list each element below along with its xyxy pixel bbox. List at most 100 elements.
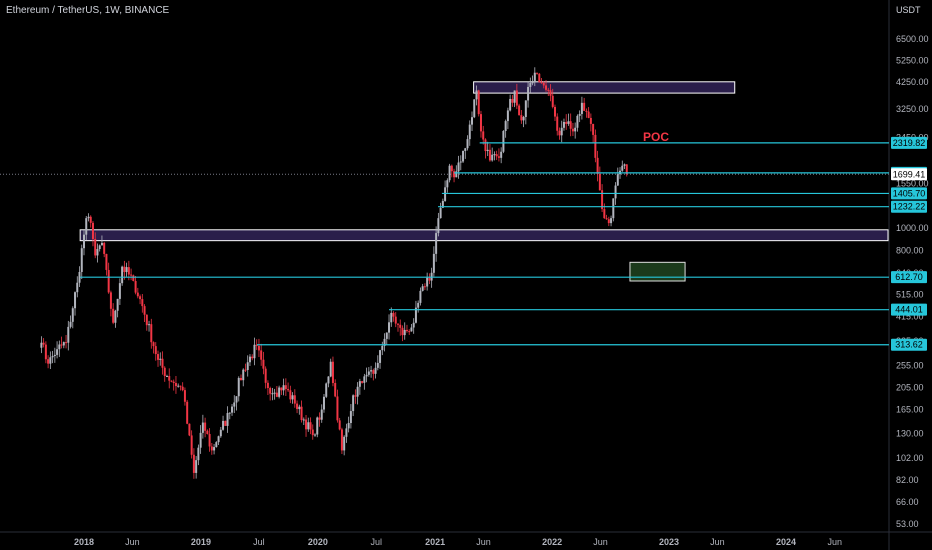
candle-body: [522, 116, 525, 121]
candle-body: [47, 359, 50, 364]
candle-body: [69, 321, 72, 327]
candle-body: [208, 433, 211, 447]
y-tick-label: 415.00: [896, 311, 924, 321]
candle-body: [298, 406, 301, 410]
candle-body: [210, 446, 213, 451]
candle-body: [318, 417, 321, 420]
candle-body: [74, 292, 77, 309]
candle-body: [545, 85, 548, 90]
candle-body: [246, 362, 249, 370]
candle-body: [414, 307, 417, 323]
candle-body: [266, 382, 269, 389]
candle-body: [65, 342, 68, 344]
candle-body: [300, 406, 303, 421]
candle-body: [356, 386, 359, 397]
candle-body: [181, 386, 184, 391]
candle-body: [338, 420, 341, 430]
candle-body: [428, 277, 431, 281]
x-tick-label: 2021: [425, 537, 445, 547]
candle-body: [513, 90, 516, 103]
candle-body: [289, 390, 292, 400]
zone-demand: [79, 229, 889, 242]
candle-body: [455, 171, 458, 178]
candle-body: [343, 436, 346, 451]
candle-body: [103, 242, 106, 254]
candle-body: [542, 82, 545, 86]
candle-body: [417, 302, 420, 308]
candle-body: [390, 312, 393, 323]
candle-body: [399, 324, 402, 328]
candle-body: [612, 198, 615, 219]
svg-text:1232.22: 1232.22: [893, 202, 926, 212]
candle-body: [432, 253, 435, 273]
candle-body: [471, 117, 474, 125]
candle-body: [484, 139, 487, 152]
candle-body: [235, 396, 238, 403]
candle-body: [583, 102, 586, 111]
candle-body: [408, 331, 411, 333]
price-unit: USDT: [896, 5, 921, 15]
candle-body: [62, 342, 65, 346]
candle-body: [152, 342, 155, 347]
candle-body: [349, 411, 352, 424]
candle-body: [217, 436, 220, 443]
candle-body: [536, 72, 539, 74]
candle-body: [578, 113, 581, 116]
candle-body: [186, 401, 189, 424]
candle-body: [105, 253, 108, 270]
candle-body: [170, 380, 173, 382]
candle-body: [197, 447, 200, 461]
candle-body: [509, 98, 512, 111]
candle-body: [177, 385, 180, 387]
candle-body: [248, 356, 251, 363]
candle-body: [327, 376, 330, 384]
x-tick-label: 2020: [308, 537, 328, 547]
chart-title: Ethereum / TetherUS, 1W, BINANCE: [6, 5, 170, 16]
candle-body: [435, 233, 438, 254]
svg-text:1699.41: 1699.41: [893, 169, 926, 179]
candle-body: [100, 242, 103, 246]
candle-body: [426, 277, 429, 287]
candle-body: [370, 370, 373, 372]
candle-body: [565, 121, 568, 124]
zone-target: [629, 261, 686, 282]
candle-body: [616, 174, 619, 186]
candle-body: [383, 338, 386, 346]
y-tick-label: 165.00: [896, 405, 924, 415]
candle-body: [605, 218, 608, 220]
candle-body: [506, 110, 509, 122]
candle-body: [78, 271, 81, 283]
candle-body: [336, 396, 339, 421]
candle-body: [504, 121, 507, 131]
candle-body: [226, 413, 229, 426]
candle-body: [551, 95, 554, 107]
candle-body: [154, 346, 157, 355]
candle-body: [195, 460, 198, 473]
candle-body: [592, 123, 595, 135]
candle-body: [473, 99, 476, 118]
candle-body: [224, 420, 227, 426]
candle-body: [388, 322, 391, 333]
candle-body: [396, 323, 399, 325]
candle-body: [67, 326, 70, 343]
candle-body: [376, 362, 379, 368]
candle-body: [372, 370, 375, 374]
candle-body: [302, 419, 305, 421]
candle-body: [412, 322, 415, 328]
candle-body: [127, 267, 130, 275]
y-tick-label: 102.00: [896, 453, 924, 463]
candle-body: [123, 266, 126, 273]
candle-body: [493, 154, 496, 156]
candle-body: [502, 130, 505, 152]
svg-text:313.62: 313.62: [895, 340, 923, 350]
candle-body: [222, 420, 225, 430]
x-tick-label: Jun: [827, 537, 842, 547]
candle-body: [278, 387, 281, 397]
candle-body: [116, 298, 119, 311]
candle-body: [374, 367, 377, 374]
candles: [40, 67, 628, 479]
candle-body: [385, 332, 388, 339]
candle-body: [311, 429, 314, 436]
candle-body: [40, 342, 43, 348]
